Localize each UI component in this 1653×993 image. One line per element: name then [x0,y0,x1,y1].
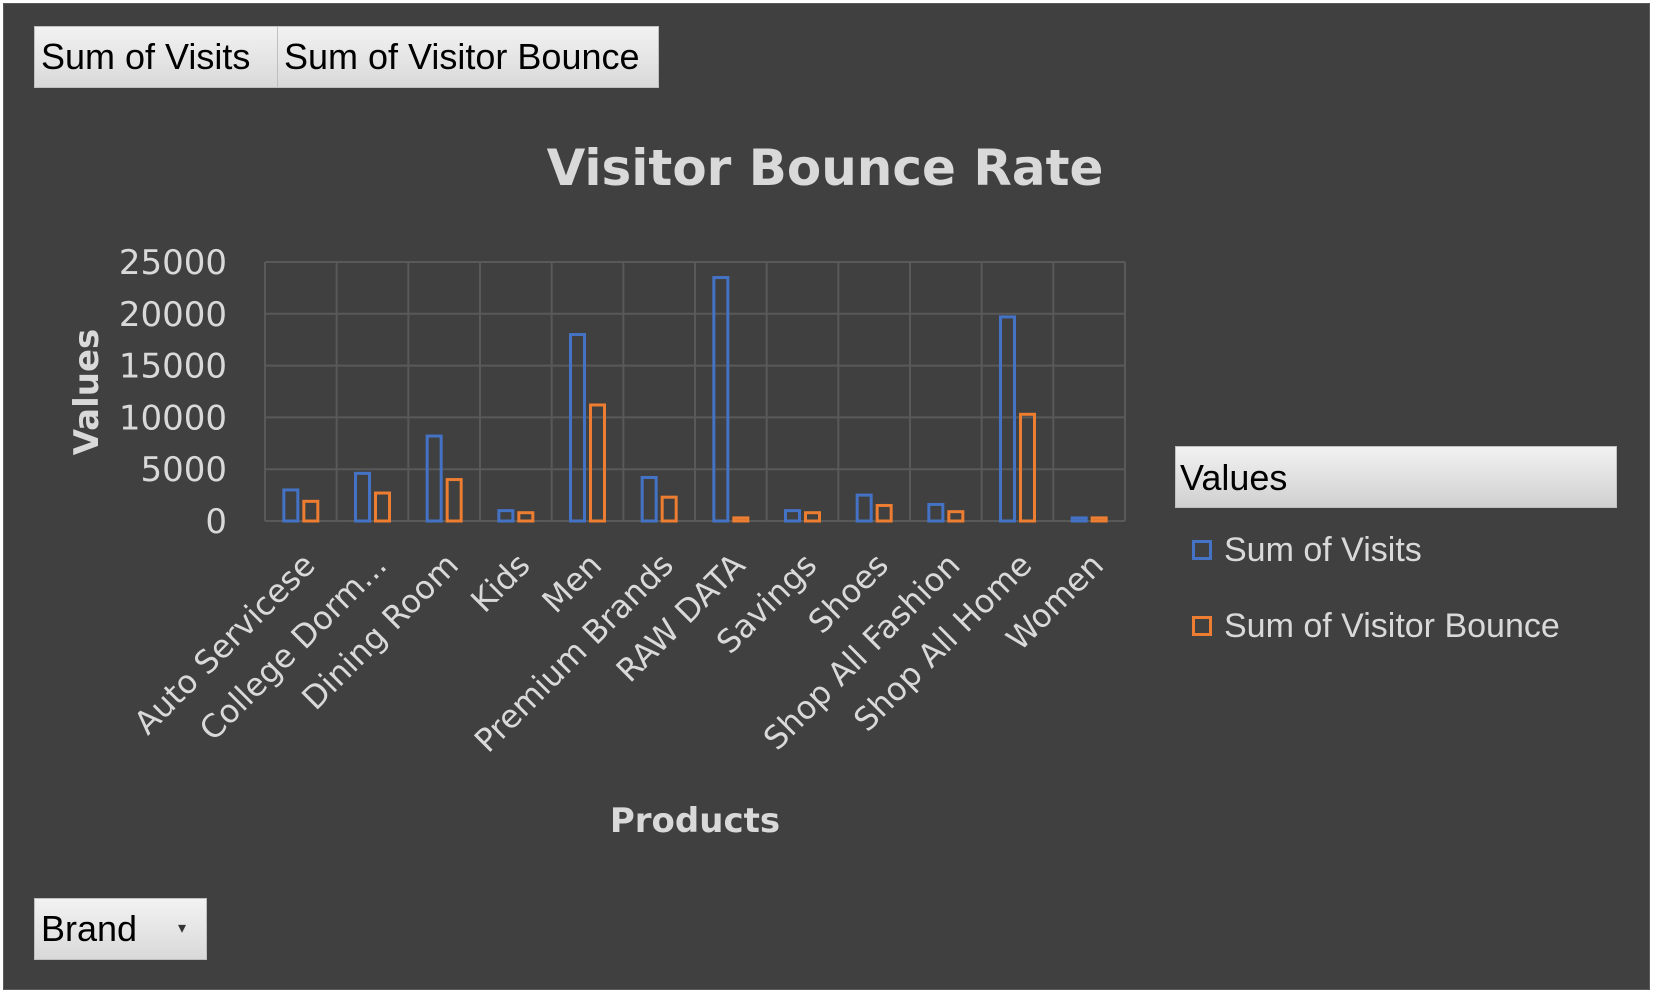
x-tick-label: Kids [463,546,537,620]
bar-sum-of-visits [354,471,371,523]
y-axis-ticks: 0 5000 10000 15000 20000 25000 [119,243,227,542]
bar-sum-of-visitor-bounce [1019,412,1036,523]
y-axis-label: Values [67,329,107,456]
bar-sum-of-visits [497,509,515,523]
chart-title: Visitor Bounce Rate [547,139,1104,197]
legend-swatch-visits [1192,540,1212,560]
legend-label-bounce: Sum of Visitor Bounce [1224,606,1560,645]
bar-sum-of-visits [282,488,300,523]
bar-sum-of-visitor-bounce [947,510,965,523]
y-tick-label: 20000 [119,295,227,335]
brand-filter-button[interactable]: Brand ▾ [34,898,207,960]
bar-sum-of-visitor-bounce [302,499,320,523]
bar-sum-of-visitor-bounce [1090,516,1108,523]
bar-sum-of-visits [569,333,586,523]
bar-sum-of-visitor-bounce [732,516,750,523]
legend-swatch-bounce [1192,616,1212,636]
bar-sum-of-visits [640,475,658,523]
legend-label-visits: Sum of Visits [1224,530,1422,569]
legend-item-sum-of-visitor-bounce[interactable]: Sum of Visitor Bounce [1192,606,1560,646]
legend-header: Values [1175,446,1617,508]
bars [282,276,1108,523]
bar-sum-of-visitor-bounce [445,478,463,523]
sum-of-visitor-bounce-field-button[interactable]: Sum of Visitor Bounce [277,26,659,88]
bar-sum-of-visitor-bounce [804,511,821,523]
bar-sum-of-visits [927,502,945,523]
dropdown-arrow-icon: ▾ [177,920,186,937]
x-axis-label: Products [610,801,780,841]
bar-sum-of-visits [999,315,1016,523]
bar-sum-of-visitor-bounce [517,511,535,523]
y-tick-label: 0 [205,502,227,542]
bar-sum-of-visitor-bounce [660,495,678,523]
legend-item-sum-of-visits[interactable]: Sum of Visits [1192,530,1422,570]
brand-filter-label: Brand [41,908,138,949]
bar-sum-of-visits [855,493,873,523]
bar-sum-of-visitor-bounce [875,503,893,523]
y-tick-label: 10000 [119,398,227,438]
bar-sum-of-visitor-bounce [374,491,391,523]
bar-sum-of-visits [425,434,443,523]
bar-sum-of-visitor-bounce [589,403,606,523]
bar-sum-of-visits [712,276,730,523]
sum-of-visits-field-button[interactable]: Sum of Visits [34,26,278,88]
y-tick-label: 25000 [119,243,227,283]
bar-sum-of-visits [784,509,801,523]
gridlines [264,261,1126,522]
y-tick-label: 15000 [119,347,227,387]
bar-sum-of-visits [1070,516,1088,523]
y-tick-label: 5000 [140,450,227,490]
